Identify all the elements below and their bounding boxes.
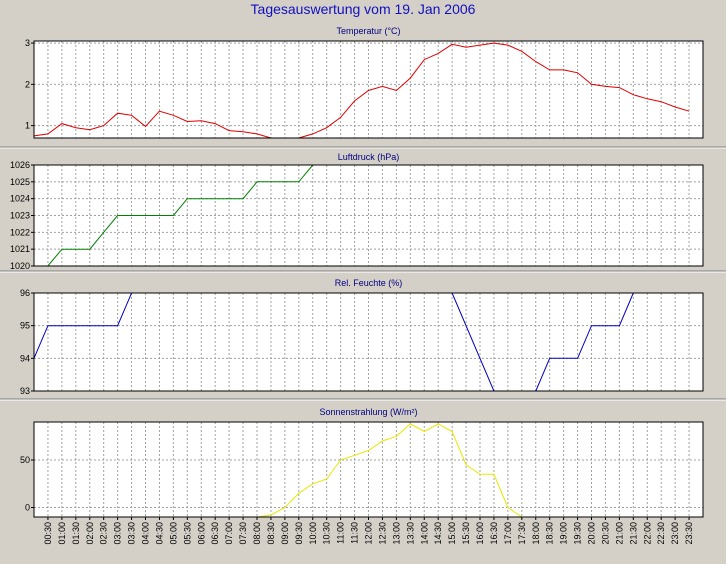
x-tick-label: 06:30 xyxy=(210,522,220,545)
main-title: Tagesauswertung vom 19. Jan 2006 xyxy=(250,1,476,17)
panel-title: Temperatur (°C) xyxy=(336,26,400,36)
x-tick-label: 09:00 xyxy=(280,522,290,545)
x-tick-label: 07:30 xyxy=(238,522,248,545)
x-tick-label: 10:30 xyxy=(322,522,332,545)
x-tick-label: 10:00 xyxy=(308,522,318,545)
y-tick-label: 1026 xyxy=(10,160,30,170)
x-tick-label: 13:00 xyxy=(391,522,401,545)
x-tick-label: 11:00 xyxy=(336,522,346,544)
x-tick-label: 22:30 xyxy=(656,522,666,545)
y-tick-label: 1021 xyxy=(10,244,30,254)
series-line xyxy=(34,42,690,138)
x-tick-label: 09:30 xyxy=(294,522,304,545)
x-tick-label: 21:30 xyxy=(628,522,638,545)
panel-1: Temperatur (°C) 1 2 3 xyxy=(0,26,726,149)
x-tick-label: 16:30 xyxy=(489,522,499,545)
x-tick-label: 16:00 xyxy=(475,522,485,545)
x-tick-label: 14:00 xyxy=(419,522,429,545)
panel-2: Luftdruck (hPa) 1020 1021 1022 1023 1024 1025 1… xyxy=(0,152,726,273)
x-tick-label: 19:00 xyxy=(559,522,569,545)
panel-title: Sonnenstrahlung (W/m²) xyxy=(319,407,417,417)
x-tick-label: 04:00 xyxy=(141,522,151,545)
panel-title: Rel. Feuchte (%) xyxy=(335,278,403,288)
x-tick-label: 02:30 xyxy=(99,522,109,545)
x-tick-label: 22:00 xyxy=(642,522,652,545)
x-tick-label: 17:00 xyxy=(503,522,513,545)
x-tick-label: 15:30 xyxy=(461,522,471,545)
y-tick-label: 93 xyxy=(20,386,30,396)
x-tick-label: 11:30 xyxy=(350,522,360,544)
y-tick-label: 1025 xyxy=(10,177,30,187)
plot-area xyxy=(34,422,703,517)
y-tick-label: 1020 xyxy=(10,261,30,271)
x-tick-label: 20:00 xyxy=(587,522,597,545)
series-line xyxy=(47,165,327,266)
x-tick-label: 07:00 xyxy=(224,522,234,545)
x-tick-label: 12:30 xyxy=(377,522,387,545)
x-axis-labels: 00:30 01:00 01:30 02:00 02:30 03:00 03:30 04:00… xyxy=(43,517,694,545)
x-tick-label: 12:00 xyxy=(364,522,374,545)
x-tick-label: 05:30 xyxy=(182,522,192,545)
x-tick-label: 01:00 xyxy=(57,522,67,545)
y-tick-label: 1 xyxy=(25,121,30,131)
series-line xyxy=(34,293,634,391)
y-tick-label: 0 xyxy=(25,503,30,513)
x-tick-label: 20:30 xyxy=(600,522,610,545)
y-tick-label: 1023 xyxy=(10,211,30,221)
x-tick-label: 18:00 xyxy=(531,522,541,545)
x-tick-label: 23:00 xyxy=(670,522,680,545)
x-tick-label: 17:30 xyxy=(517,522,527,545)
x-tick-label: 00:30 xyxy=(43,522,53,545)
plot-frame xyxy=(33,292,704,392)
x-tick-label: 23:30 xyxy=(684,522,694,545)
panel-title: Luftdruck (hPa) xyxy=(338,152,400,162)
panel-4: Sonnenstrahlung (W/m²) 0 50 xyxy=(20,407,704,518)
plot-frame xyxy=(33,40,704,139)
x-tick-label: 01:30 xyxy=(71,522,81,545)
plot-frame xyxy=(33,164,704,267)
x-tick-label: 06:00 xyxy=(196,522,206,545)
panel-3: Rel. Feuchte (%) 93 94 95 96 xyxy=(0,278,726,401)
x-tick-label: 03:30 xyxy=(127,522,137,545)
y-tick-label: 94 xyxy=(20,353,30,363)
x-tick-label: 08:30 xyxy=(266,522,276,545)
y-tick-label: 50 xyxy=(20,455,30,465)
x-tick-label: 19:30 xyxy=(573,522,583,545)
y-tick-label: 3 xyxy=(25,38,30,48)
x-tick-label: 14:30 xyxy=(433,522,443,545)
y-tick-label: 2 xyxy=(25,79,30,89)
y-tick-label: 1024 xyxy=(10,194,30,204)
x-tick-label: 05:00 xyxy=(168,522,178,545)
x-tick-label: 13:30 xyxy=(405,522,415,545)
x-tick-label: 18:30 xyxy=(545,522,555,545)
y-tick-label: 1022 xyxy=(10,227,30,237)
x-tick-label: 21:00 xyxy=(614,522,624,545)
series-line xyxy=(103,423,690,517)
x-tick-label: 03:00 xyxy=(113,522,123,545)
x-tick-label: 08:00 xyxy=(252,522,262,545)
x-tick-label: 02:00 xyxy=(85,522,95,545)
y-tick-label: 95 xyxy=(20,321,30,331)
x-tick-label: 04:30 xyxy=(154,522,164,545)
x-tick-label: 15:00 xyxy=(447,522,457,545)
y-tick-label: 96 xyxy=(20,288,30,298)
